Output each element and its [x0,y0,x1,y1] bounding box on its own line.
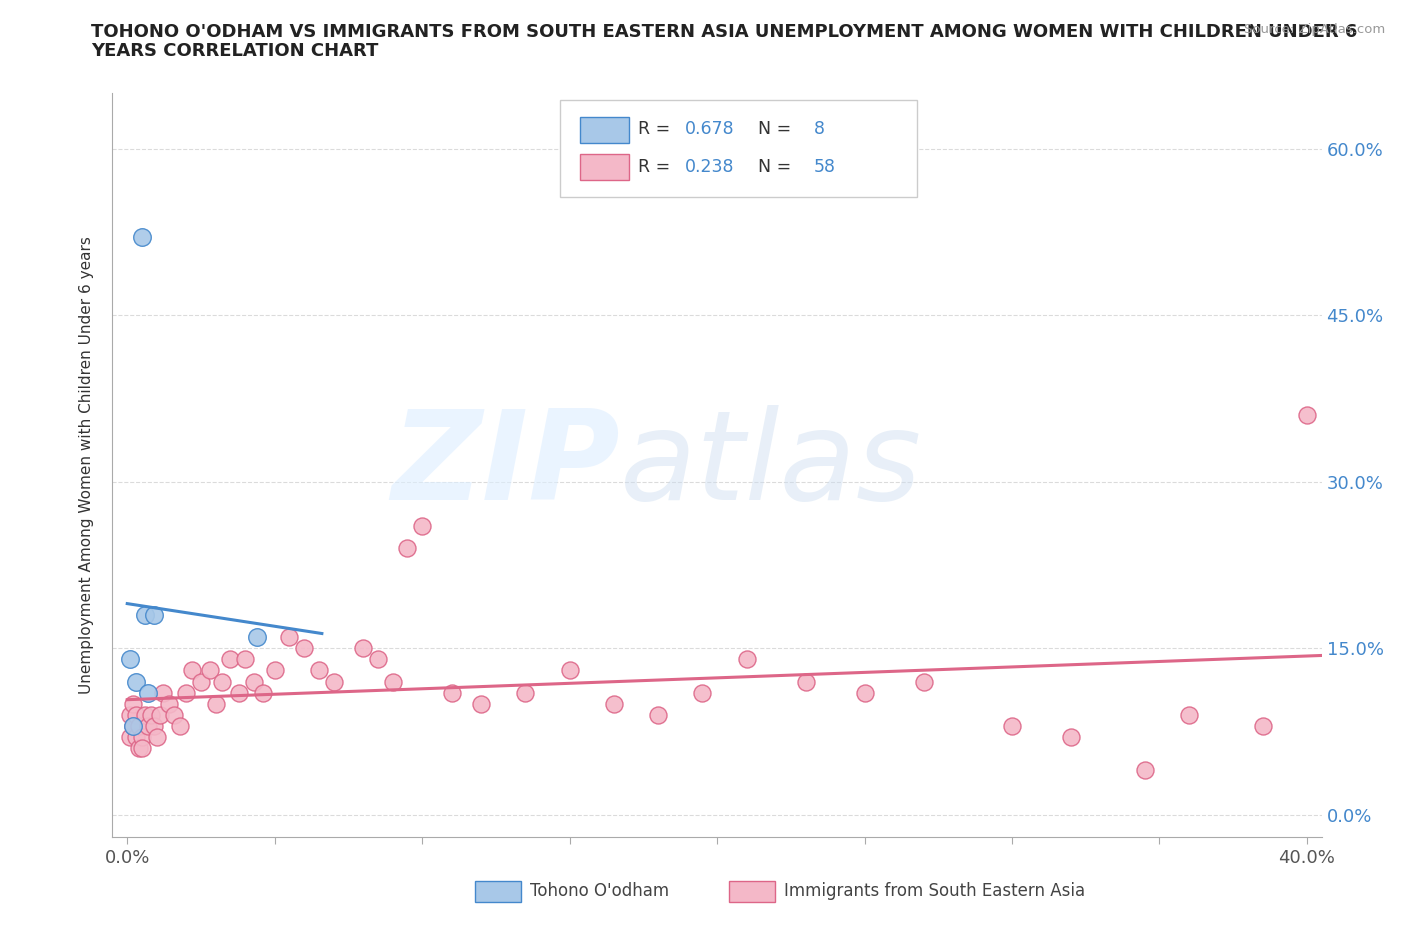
Point [440,685,463,700]
Point [603,697,626,711]
Point [515,685,537,700]
Bar [581,154,628,180]
Point [122,719,145,734]
Point [367,652,389,667]
Text: N =: N = [748,121,797,139]
Point [308,663,330,678]
Point [252,685,274,700]
Point [134,708,156,723]
Point [174,685,197,700]
Text: 8: 8 [814,121,825,139]
Point [647,708,669,723]
Bar [475,881,522,902]
Point [163,708,186,723]
Point [120,708,142,723]
Point [246,630,269,644]
Point [853,685,876,700]
Point [122,697,145,711]
Point [136,719,159,734]
Text: 0.238: 0.238 [685,158,734,177]
Text: TOHONO O'ODHAM VS IMMIGRANTS FROM SOUTH EASTERN ASIA UNEMPLOYMENT AMONG WOMEN WI: TOHONO O'ODHAM VS IMMIGRANTS FROM SOUTH … [91,23,1358,41]
Point [145,730,167,745]
Point [125,708,148,723]
Point [157,697,180,711]
Point [278,630,301,644]
Bar [730,881,775,902]
Text: atlas: atlas [620,405,922,525]
Point [190,674,212,689]
Point [120,652,142,667]
Point [243,674,266,689]
Point [128,740,150,755]
Text: N =: N = [748,158,797,177]
Point [125,730,148,745]
Point [149,708,172,723]
Point [134,607,156,622]
Text: Tohono O'odham: Tohono O'odham [530,883,669,900]
Point [142,719,165,734]
Point [181,663,204,678]
Point [131,740,153,755]
Point [142,607,165,622]
Point [381,674,404,689]
FancyBboxPatch shape [560,100,917,197]
Point [169,719,191,734]
Bar [581,117,628,143]
Point [211,674,233,689]
Point [1001,719,1024,734]
Point [794,674,817,689]
Text: Immigrants from South Eastern Asia: Immigrants from South Eastern Asia [783,883,1084,900]
Point [692,685,714,700]
Point [1296,407,1319,422]
Text: 0.678: 0.678 [685,121,734,139]
Point [120,730,142,745]
Text: R =: R = [638,121,676,139]
Point [131,230,153,245]
Point [1060,730,1083,745]
Point [558,663,581,678]
Point [1178,708,1201,723]
Point [128,719,150,734]
Point [131,730,153,745]
Point [411,519,433,534]
Point [912,674,935,689]
Point [204,697,226,711]
Point [219,652,242,667]
Point [198,663,221,678]
Point [735,652,758,667]
Text: Source: ZipAtlas.com: Source: ZipAtlas.com [1244,23,1385,36]
Point [322,674,344,689]
Point [352,641,374,656]
Point [136,685,159,700]
Point [122,719,145,734]
Text: YEARS CORRELATION CHART: YEARS CORRELATION CHART [91,42,378,60]
Point [470,697,492,711]
Text: ZIP: ZIP [392,405,620,525]
Point [1251,719,1274,734]
Point [263,663,285,678]
Point [233,652,256,667]
Text: 58: 58 [814,158,835,177]
Point [1133,763,1156,777]
Y-axis label: Unemployment Among Women with Children Under 6 years: Unemployment Among Women with Children U… [79,236,94,694]
Point [125,674,148,689]
Point [228,685,250,700]
Point [152,685,174,700]
Point [396,541,419,556]
Point [139,708,162,723]
Text: R =: R = [638,158,676,177]
Point [292,641,315,656]
